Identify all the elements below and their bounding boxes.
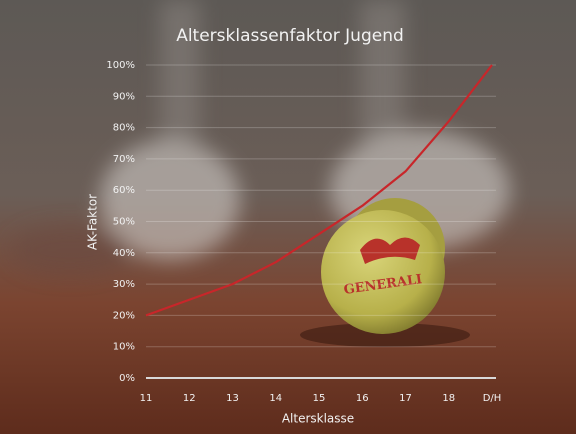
y-tick-label: 20% bbox=[113, 310, 135, 321]
x-tick-label: 17 bbox=[399, 393, 412, 404]
y-tick-label: 60% bbox=[113, 185, 135, 196]
y-tick-label: 0% bbox=[119, 373, 135, 384]
x-axis-title: Altersklasse bbox=[282, 412, 354, 426]
chart-title: Altersklassenfaktor Jugend bbox=[176, 26, 404, 46]
chart: GENERALI Altersklassenfaktor Jugend Alte… bbox=[0, 0, 576, 434]
y-axis-title: AK-Faktor bbox=[86, 194, 100, 250]
x-tick-label: 13 bbox=[226, 393, 239, 404]
x-tick-label: D/H bbox=[483, 393, 502, 404]
y-tick-label: 50% bbox=[113, 217, 135, 228]
x-tick-label: 16 bbox=[356, 393, 369, 404]
y-tick-label: 90% bbox=[113, 91, 135, 102]
y-tick-label: 70% bbox=[113, 154, 135, 165]
y-tick-label: 40% bbox=[113, 248, 135, 259]
x-tick-label: 11 bbox=[140, 393, 153, 404]
y-tick-label: 100% bbox=[106, 60, 135, 71]
y-tick-label: 10% bbox=[113, 342, 135, 353]
x-tick-label: 12 bbox=[183, 393, 196, 404]
x-tick-label: 18 bbox=[442, 393, 455, 404]
y-tick-label: 80% bbox=[113, 123, 135, 134]
x-tick-label: 14 bbox=[269, 393, 282, 404]
x-tick-label: 15 bbox=[313, 393, 326, 404]
y-tick-label: 30% bbox=[113, 279, 135, 290]
